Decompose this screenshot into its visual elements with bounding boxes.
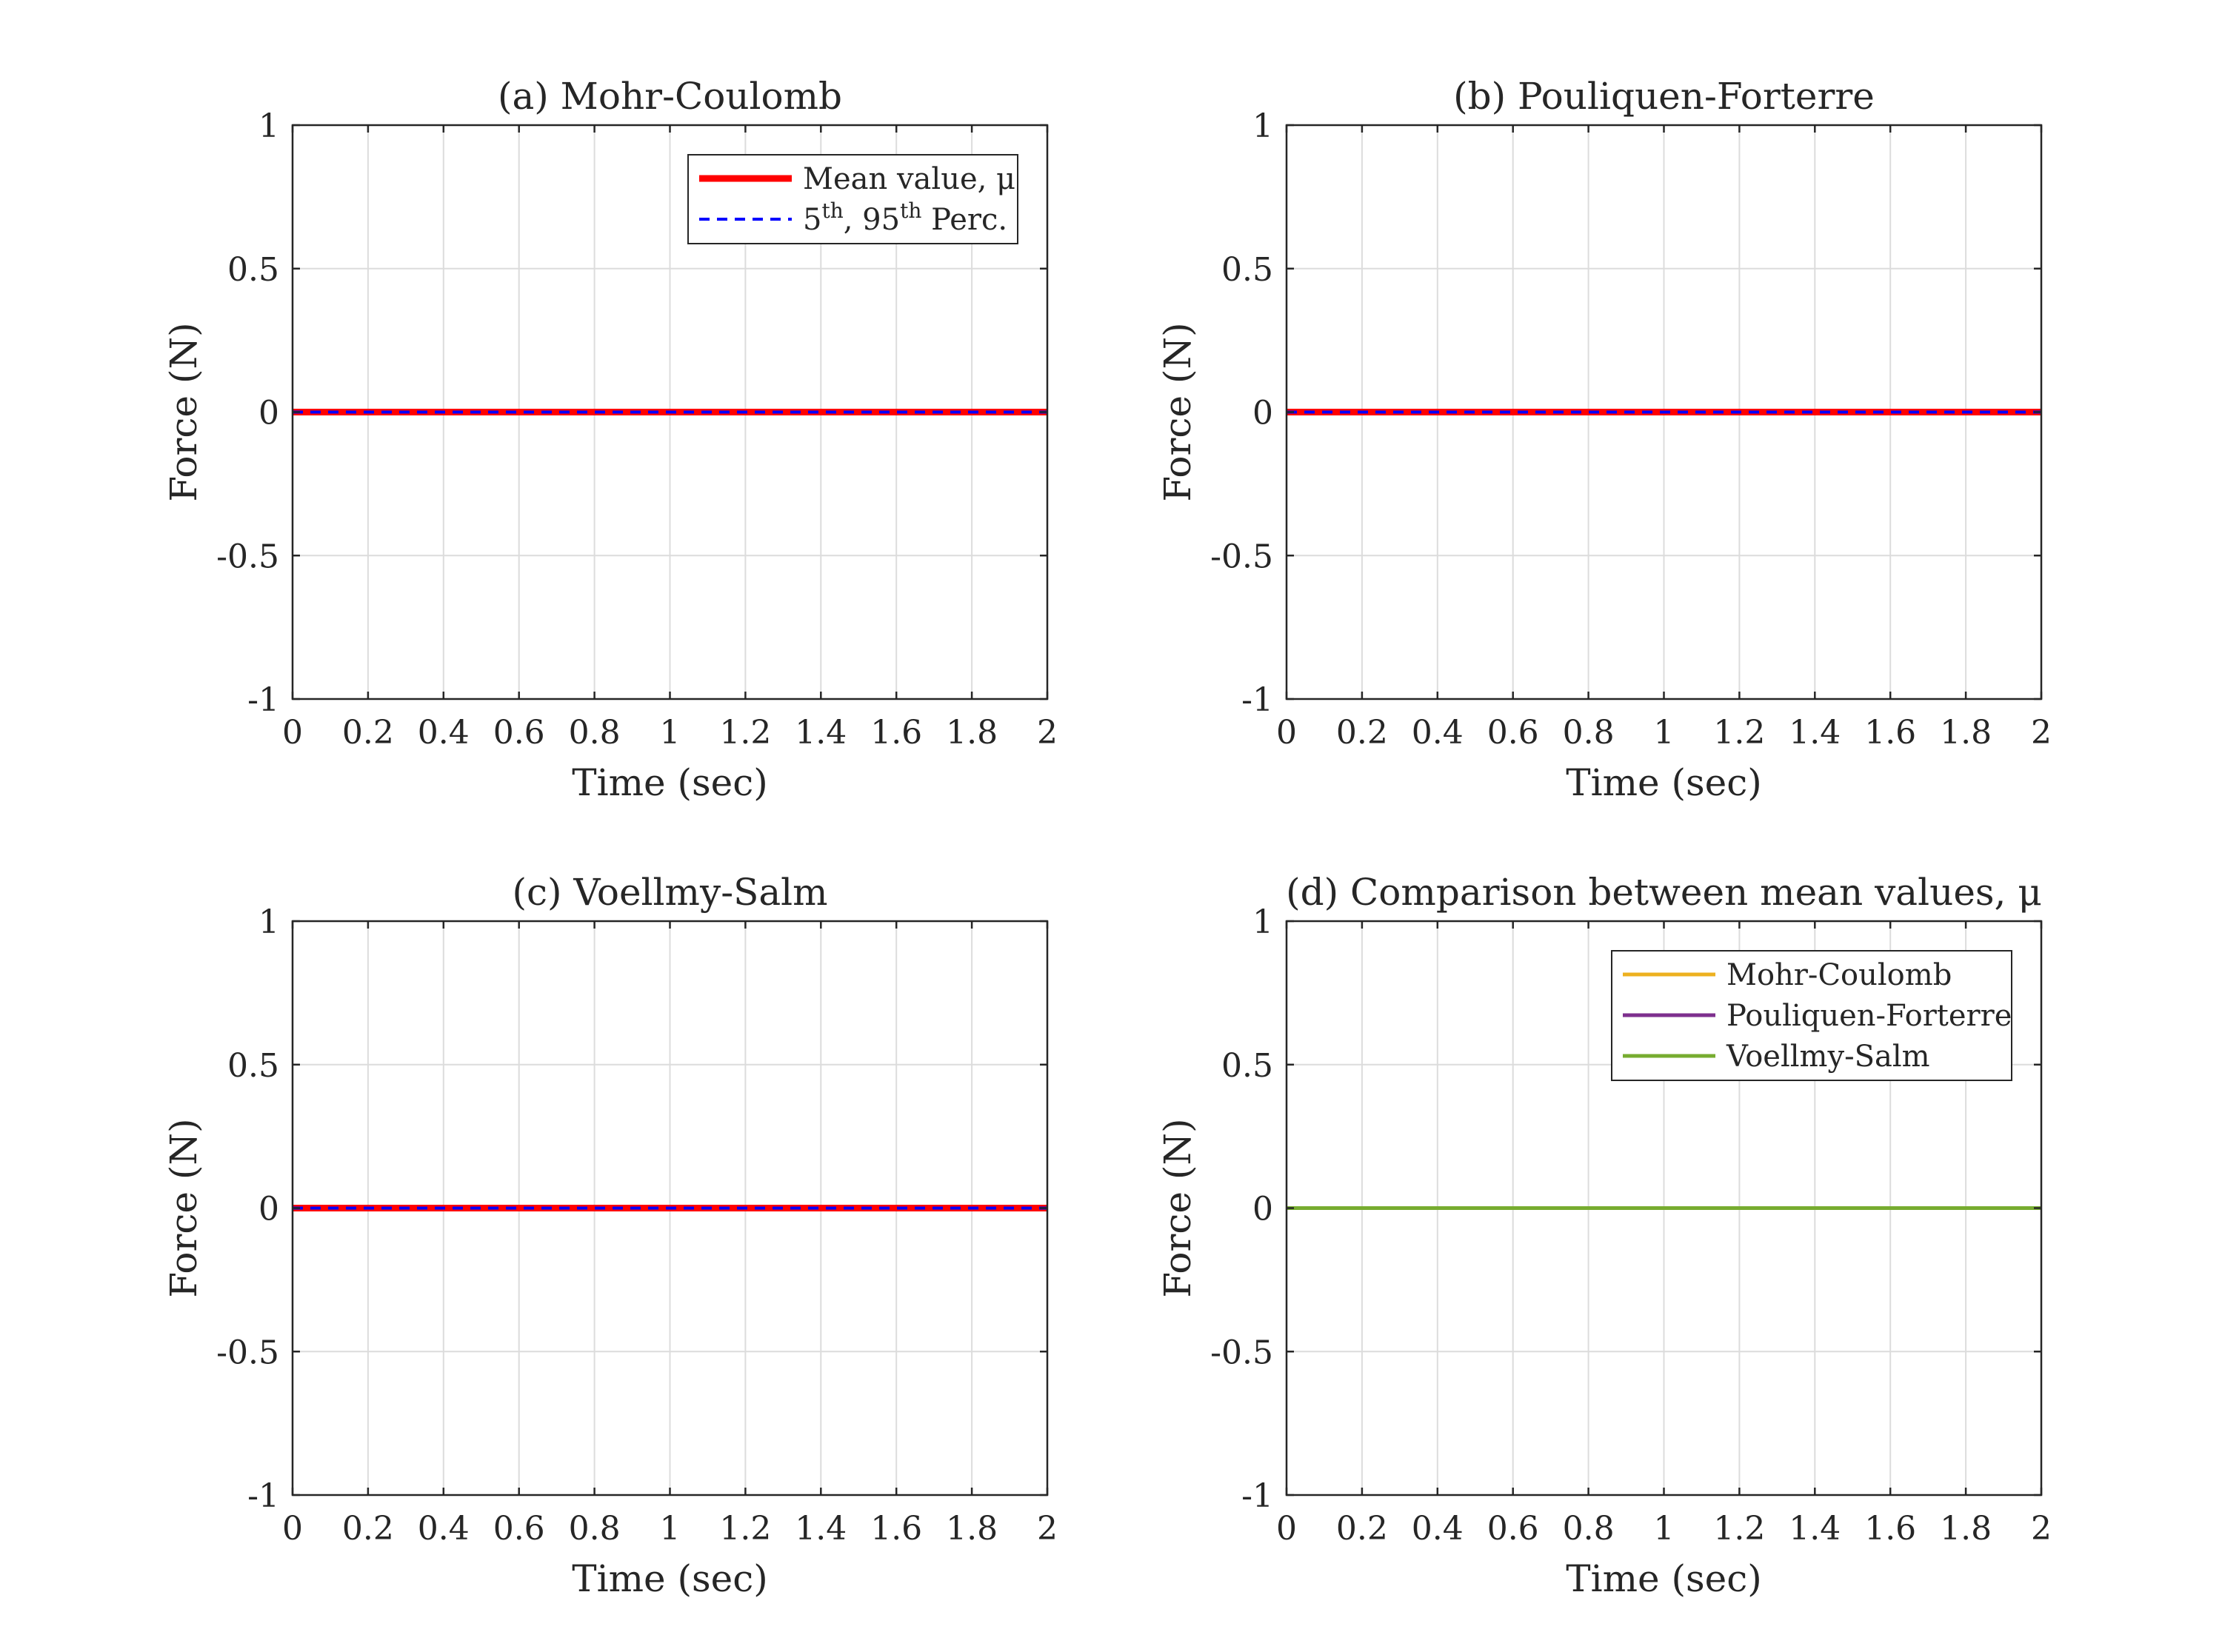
legend-label: Mean value, μ: [803, 162, 1015, 196]
y-axis-label: Force (N): [1156, 1118, 1199, 1297]
legend: Mohr-Coulomb Pouliquen-Forterre Voellmy-Sa…: [1611, 950, 2012, 1081]
x-tick-label: 1: [660, 714, 681, 752]
x-tick-label: 1: [1654, 714, 1675, 752]
x-axis-label: Time (sec): [572, 761, 768, 804]
x-tick-label: 1.4: [795, 714, 847, 752]
panel-c: 0 0.2 0.4 0.6 0.8 1 1.2 1.4 1.6 1.8 2 1 0.5 0 -0.5 -1 (c…: [162, 871, 1058, 1600]
legend-label: 5th, 95th Perc.: [803, 198, 1007, 237]
legend-label: Pouliquen-Forterre: [1726, 999, 2012, 1033]
y-tick-label: -0.5: [1210, 1334, 1273, 1371]
panel-d: 0 0.2 0.4 0.6 0.8 1 1.2 1.4 1.6 1.8 2 1 0.5 0 -0.5 -1 (d…: [1156, 871, 2052, 1600]
x-tick-label: 1.8: [946, 1510, 998, 1548]
x-tick-label: 0.2: [1336, 714, 1388, 752]
x-tick-label: 0.6: [1487, 1510, 1539, 1548]
x-tick-label: 0.4: [1412, 1510, 1464, 1548]
y-tick-label: -0.5: [216, 538, 279, 575]
x-axis-label: Time (sec): [572, 1557, 768, 1600]
legend-label: Mohr-Coulomb: [1726, 958, 1952, 992]
x-tick-label: 1: [660, 1510, 681, 1548]
panel-a: 0 0.2 0.4 0.6 0.8 1 1.2 1.4 1.6 1.8 2 1 0.5 0 -0.5 -1 (a…: [162, 75, 1058, 804]
y-tick-label: 0: [258, 395, 279, 432]
x-tick-label: 1.4: [795, 1510, 847, 1548]
x-tick-label: 0.4: [1412, 714, 1464, 752]
y-tick-label: 1: [258, 107, 279, 145]
x-tick-label: 1.4: [1789, 1510, 1841, 1548]
x-axis-label: Time (sec): [1566, 1557, 1762, 1600]
legend-box: [687, 154, 1018, 244]
x-tick-label: 0.8: [569, 1510, 621, 1548]
x-tick-label: 1.6: [870, 714, 922, 752]
x-tick-label: 1.4: [1789, 714, 1841, 752]
x-tick-label: 0: [1276, 1510, 1297, 1548]
x-axis-label: Time (sec): [1566, 761, 1762, 804]
y-tick-label: 0.5: [227, 251, 279, 289]
x-tick-label: 0.6: [1487, 714, 1539, 752]
x-tick-label: 0.8: [569, 714, 621, 752]
x-tick-label: 0.2: [342, 714, 394, 752]
x-tick-label: 2: [2031, 1510, 2052, 1548]
x-tick-label: 2: [2031, 714, 2052, 752]
chart-title: (a) Mohr-Coulomb: [498, 75, 842, 118]
y-tick-label: -1: [1241, 681, 1273, 719]
x-tick-label: 2: [1037, 714, 1058, 752]
legend-label: Voellmy-Salm: [1726, 1040, 1930, 1074]
x-tick-label: 1.8: [946, 714, 998, 752]
y-tick-label: 1: [1252, 107, 1273, 145]
x-tick-label: 1.6: [1864, 714, 1916, 752]
x-tick-label: 0.2: [1336, 1510, 1388, 1548]
x-tick-label: 1.2: [719, 1510, 771, 1548]
x-tick-label: 1.6: [870, 1510, 922, 1548]
x-tick-label: 1.8: [1940, 1510, 1992, 1548]
x-tick-label: 0.6: [493, 714, 545, 752]
x-tick-label: 0.6: [493, 1510, 545, 1548]
x-tick-label: 1.6: [1864, 1510, 1916, 1548]
chart-title: (d) Comparison between mean values, μ: [1286, 871, 2042, 914]
y-tick-label: -1: [247, 681, 279, 719]
chart-title: (b) Pouliquen-Forterre: [1453, 75, 1875, 118]
x-tick-label: 0.2: [342, 1510, 394, 1548]
y-axis-label: Force (N): [162, 322, 205, 501]
x-tick-label: 2: [1037, 1510, 1058, 1548]
x-tick-label: 0: [282, 1510, 303, 1548]
y-tick-label: -0.5: [216, 1334, 279, 1371]
y-tick-label: 1: [258, 903, 279, 941]
y-tick-label: 1: [1252, 903, 1273, 941]
y-axis-label: Force (N): [162, 1118, 205, 1297]
x-tick-label: 0.4: [418, 1510, 470, 1548]
y-tick-label: 0.5: [227, 1047, 279, 1085]
x-tick-label: 1.2: [719, 714, 771, 752]
y-tick-label: 0.5: [1221, 251, 1273, 289]
y-axis-label: Force (N): [1156, 322, 1199, 501]
x-tick-label: 1.2: [1713, 714, 1765, 752]
x-tick-label: 1.8: [1940, 714, 1992, 752]
x-tick-label: 0.8: [1563, 714, 1615, 752]
y-tick-label: -0.5: [1210, 538, 1273, 575]
y-tick-label: 0: [1252, 1191, 1273, 1228]
panel-b: 0 0.2 0.4 0.6 0.8 1 1.2 1.4 1.6 1.8 2 1 0.5 0 -0.5 -1 (b…: [1156, 75, 2052, 804]
x-tick-label: 0: [282, 714, 303, 752]
y-tick-label: -1: [1241, 1477, 1273, 1515]
x-tick-label: 0.4: [418, 714, 470, 752]
x-tick-label: 1: [1654, 1510, 1675, 1548]
y-tick-label: 0.5: [1221, 1047, 1273, 1085]
y-tick-label: 0: [1252, 395, 1273, 432]
x-tick-label: 0: [1276, 714, 1297, 752]
chart-title: (c) Voellmy-Salm: [512, 871, 827, 914]
x-tick-label: 0.8: [1563, 1510, 1615, 1548]
x-tick-label: 1.2: [1713, 1510, 1765, 1548]
y-tick-label: -1: [247, 1477, 279, 1515]
y-tick-label: 0: [258, 1191, 279, 1228]
